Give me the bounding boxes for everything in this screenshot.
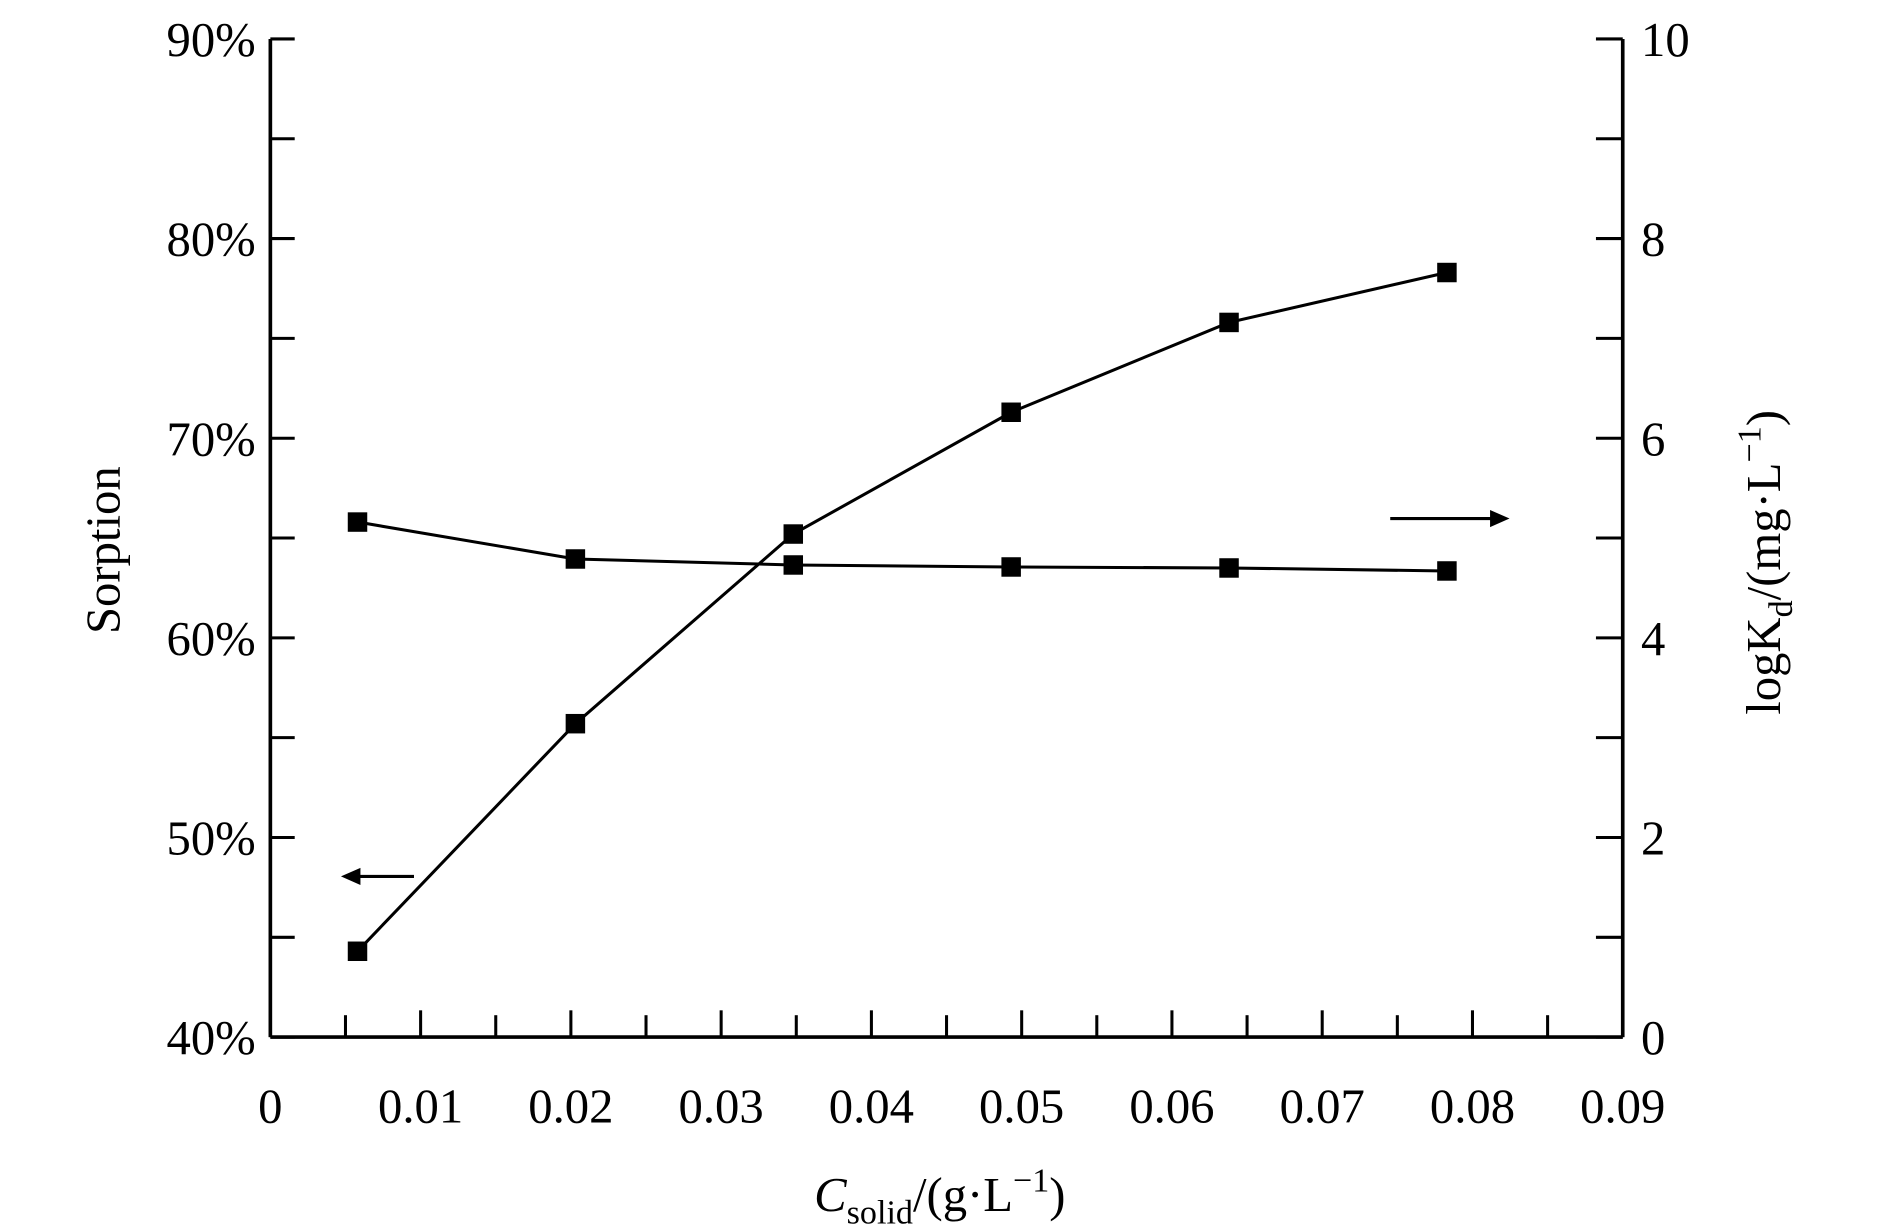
series-right-point bbox=[565, 549, 586, 569]
x-tick-label: 0 bbox=[258, 1079, 282, 1133]
series-left-point bbox=[565, 713, 586, 734]
series-right-line bbox=[357, 520, 1447, 573]
y-right-tick-label: 0 bbox=[1641, 1011, 1665, 1065]
yr-label-sub: d bbox=[1763, 600, 1800, 617]
series-left-point bbox=[783, 524, 804, 544]
x-tick-label: 0.04 bbox=[829, 1079, 914, 1133]
y-right-tick-label: 8 bbox=[1641, 213, 1665, 267]
y-left-tick-label: 60% bbox=[166, 612, 255, 666]
x-tick-label: 0.08 bbox=[1430, 1079, 1515, 1133]
y-left-axis-label: Sorption bbox=[76, 466, 130, 634]
series-left-point bbox=[1219, 312, 1239, 333]
y-right-axis-label: logKd/(mg·L−1) bbox=[1731, 410, 1800, 715]
y-right-tick-label: 6 bbox=[1641, 412, 1665, 466]
x-tick-label: 0.07 bbox=[1280, 1079, 1365, 1133]
y-left-tick-label: 50% bbox=[166, 812, 255, 866]
x-label-sub: solid bbox=[847, 1194, 913, 1227]
yr-label-close: ) bbox=[1737, 410, 1791, 426]
left-arrow-head bbox=[340, 867, 361, 885]
axes: 0 0.01 0.02 0.03 0.04 0.05 0.06 0.07 0.08 0.09 40%… bbox=[166, 13, 1689, 1133]
series-left-point bbox=[1001, 402, 1021, 423]
y-left-tick-label: 80% bbox=[166, 213, 255, 267]
x-tick-label: 0.09 bbox=[1580, 1079, 1665, 1133]
x-tick-label: 0.06 bbox=[1129, 1079, 1214, 1133]
y-left-tick-label: 90% bbox=[166, 13, 255, 67]
x-tick-label: 0.05 bbox=[979, 1079, 1064, 1133]
x-axis-label: Csolid/(g·L−1) bbox=[814, 1163, 1065, 1227]
yr-label-main: logK bbox=[1737, 617, 1791, 714]
y-left-tick-label: 40% bbox=[166, 1011, 255, 1065]
series-right-point bbox=[783, 555, 804, 575]
marks bbox=[340, 262, 1510, 962]
x-label-rest: /(g·L bbox=[913, 1168, 1013, 1222]
series-left-point bbox=[1437, 262, 1457, 283]
series-left-line bbox=[356, 271, 1448, 953]
x-label-close: ) bbox=[1049, 1168, 1065, 1222]
x-label-main: C bbox=[814, 1168, 847, 1222]
series-left-point bbox=[347, 941, 368, 962]
series-right-point bbox=[1437, 561, 1457, 581]
y-right-tick-label: 10 bbox=[1641, 13, 1690, 67]
right-arrow-head bbox=[1490, 510, 1510, 528]
series-right-point bbox=[1219, 558, 1239, 578]
yr-label-rest: /(mg·L bbox=[1737, 462, 1791, 600]
series-right-point bbox=[347, 512, 368, 532]
series-right-point bbox=[1001, 557, 1021, 577]
x-tick-label: 0.03 bbox=[679, 1079, 764, 1133]
y-right-tick-label: 2 bbox=[1641, 812, 1665, 866]
y-right-tick-label: 4 bbox=[1641, 612, 1665, 666]
x-tick-label: 0.02 bbox=[528, 1079, 613, 1133]
y-left-tick-label: 70% bbox=[166, 412, 255, 466]
x-label-sup: −1 bbox=[1013, 1163, 1049, 1200]
x-tick-label: 0.01 bbox=[378, 1079, 463, 1133]
yr-label-sup: −1 bbox=[1731, 426, 1768, 462]
